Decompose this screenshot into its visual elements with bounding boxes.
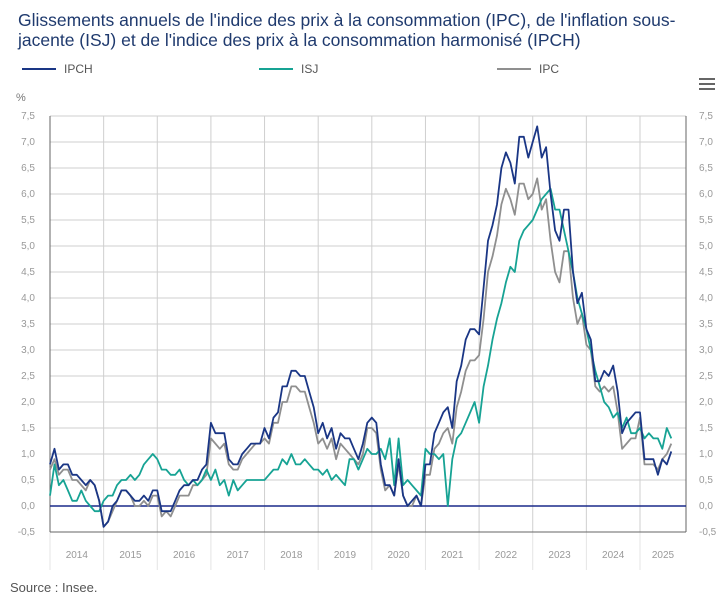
y-tick-label-right: 2,0 bbox=[699, 397, 713, 408]
y-tick-label-right: 5,5 bbox=[699, 215, 713, 226]
series-line-ipc bbox=[49, 177, 673, 528]
source-note: Source : Insee. bbox=[10, 580, 98, 595]
y-tick-label-right: 3,5 bbox=[699, 319, 713, 330]
y-tick-label-left: 2,0 bbox=[21, 397, 35, 408]
y-tick-label-right: 6,5 bbox=[699, 163, 713, 174]
legend-item-ipc[interactable]: IPC bbox=[497, 62, 559, 76]
y-tick-label-right: 0,0 bbox=[699, 501, 713, 512]
y-tick-label-right: 2,5 bbox=[699, 371, 713, 382]
x-tick-label: 2024 bbox=[602, 550, 625, 561]
legend-swatch-ipc bbox=[497, 68, 531, 70]
x-tick-label: 2025 bbox=[652, 550, 675, 561]
series-line-isj bbox=[49, 187, 673, 513]
y-tick-label-left: 2,5 bbox=[21, 371, 35, 382]
y-tick-label-right: 7,5 bbox=[699, 111, 713, 122]
hamburger-menu-icon[interactable] bbox=[699, 78, 715, 92]
y-tick-label-left: 7,0 bbox=[21, 137, 35, 148]
y-tick-label-left: 4,0 bbox=[21, 293, 35, 304]
legend-item-isj[interactable]: ISJ bbox=[259, 62, 318, 76]
x-tick-label: 2017 bbox=[227, 550, 250, 561]
x-tick-label: 2023 bbox=[548, 550, 571, 561]
legend-label-ipch: IPCH bbox=[64, 62, 93, 76]
y-tick-label-right: 4,0 bbox=[699, 293, 713, 304]
legend-label-ipc: IPC bbox=[539, 62, 560, 76]
x-tick-label: 2021 bbox=[441, 550, 464, 561]
series-line-ipch bbox=[49, 125, 673, 528]
y-tick-label-left: 7,5 bbox=[21, 111, 35, 122]
legend-item-ipch[interactable]: IPCH bbox=[22, 62, 93, 76]
y-tick-label-left: 0,5 bbox=[21, 475, 35, 486]
y-tick-label-left: 5,0 bbox=[21, 241, 35, 252]
legend-label-isj: ISJ bbox=[301, 62, 319, 76]
y-tick-label-right: 5,0 bbox=[699, 241, 713, 252]
y-tick-label-left: 6,0 bbox=[21, 189, 35, 200]
x-tick-label: 2019 bbox=[334, 550, 357, 561]
y-tick-label-right: -0,5 bbox=[699, 527, 717, 538]
x-tick-label: 2014 bbox=[66, 550, 89, 561]
y-tick-label-right: 6,0 bbox=[699, 189, 713, 200]
x-tick-label: 2016 bbox=[173, 550, 196, 561]
legend-swatch-isj bbox=[259, 68, 293, 70]
x-tick-label: 2015 bbox=[119, 550, 142, 561]
y-tick-label-left: 3,5 bbox=[21, 319, 35, 330]
y-tick-label-left: 5,5 bbox=[21, 215, 35, 226]
y-tick-label-left: 1,0 bbox=[21, 449, 35, 460]
y-tick-label-left: 3,0 bbox=[21, 345, 35, 356]
y-tick-label-left: 4,5 bbox=[21, 267, 35, 278]
y-tick-label-right: 3,0 bbox=[699, 345, 713, 356]
y-tick-label-right: 1,5 bbox=[699, 423, 713, 434]
y-tick-label-left: 6,5 bbox=[21, 163, 35, 174]
y-tick-label-right: 4,5 bbox=[699, 267, 713, 278]
y-tick-label-left: -0,5 bbox=[18, 527, 36, 538]
x-tick-label: 2022 bbox=[495, 550, 518, 561]
chart-title: Glissements annuels de l'indice des prix… bbox=[18, 10, 676, 50]
legend-swatch-ipch bbox=[22, 68, 56, 70]
y-tick-label-right: 1,0 bbox=[699, 449, 713, 460]
y-tick-label-left: 1,5 bbox=[21, 423, 35, 434]
x-tick-label: 2018 bbox=[280, 550, 303, 561]
y-tick-label-right: 7,0 bbox=[699, 137, 713, 148]
y-tick-label-left: 0,0 bbox=[21, 501, 35, 512]
x-tick-label: 2020 bbox=[388, 550, 411, 561]
y-tick-label-right: 0,5 bbox=[699, 475, 713, 486]
y-axis-unit: % bbox=[16, 92, 26, 104]
